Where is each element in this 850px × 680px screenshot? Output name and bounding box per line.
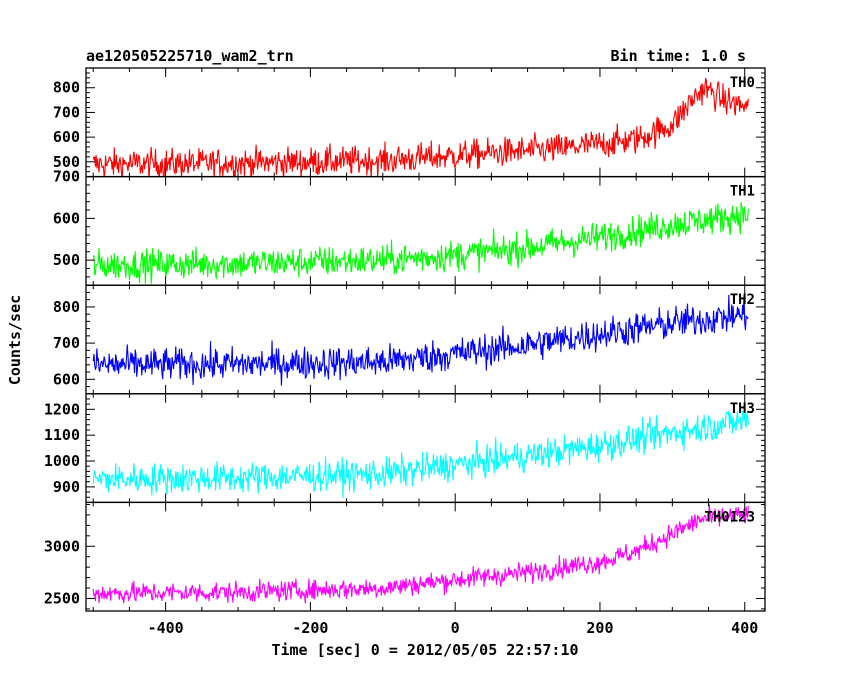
panel-th0: 500 600 700 800 TH0 <box>53 67 766 178</box>
chart-title: ae120505225710_wam2_trn <box>86 47 294 65</box>
panel-label-th2: TH2 <box>730 292 755 308</box>
bin-time-label: Bin time: 1.0 s <box>611 47 746 65</box>
panel-th1: 500 600 700 TH1 <box>53 168 766 286</box>
y-tick-label: 500 <box>53 251 80 269</box>
x-axis-title: Time [sec] 0 = 2012/05/05 22:57:10 <box>271 641 578 659</box>
y-tick-label: 600 <box>53 370 80 388</box>
y-axis-title: Counts/sec <box>6 295 24 385</box>
y-tick-label: 600 <box>53 209 80 227</box>
y-tick-label: 800 <box>53 79 80 97</box>
y-tick-label: 1100 <box>44 426 80 444</box>
y-tick-label: 1200 <box>44 400 80 418</box>
series-line-th0 <box>92 77 749 177</box>
y-tick-label: 700 <box>53 103 80 121</box>
panel-frame <box>85 284 766 395</box>
series-line-th3 <box>92 410 749 499</box>
x-tick-label: -200 <box>292 619 328 637</box>
panel-label-th1: TH1 <box>730 184 755 200</box>
panel-frame <box>85 175 766 286</box>
series-line-th1 <box>92 202 749 284</box>
panel-frame <box>85 501 766 612</box>
x-axis: -400 -200 0 200 400 <box>148 619 759 637</box>
panel-th2: 600 700 800 TH2 <box>53 284 766 395</box>
x-tick-label: 400 <box>731 619 758 637</box>
panel-label-th0123: TH0123 <box>704 509 755 525</box>
y-tick-label: 700 <box>53 334 80 352</box>
y-tick-label: 1000 <box>44 452 80 470</box>
y-tick-label: 600 <box>53 128 80 146</box>
panel-th3: 900 1000 1100 1200 TH3 <box>44 393 766 504</box>
y-tick-label: 3000 <box>44 537 80 555</box>
y-tick-label: 900 <box>53 478 80 496</box>
series-line-th2 <box>92 294 749 386</box>
x-tick-label: 200 <box>586 619 613 637</box>
panel-frame <box>85 393 766 504</box>
series-line-th0123 <box>92 504 749 604</box>
x-tick-label: -400 <box>148 619 184 637</box>
panels-group: 500 600 700 800 TH0 500 600 700 TH1 600 700 800 TH2 9… <box>44 67 766 612</box>
panel-label-th0: TH0 <box>730 75 755 91</box>
y-tick-label: 2500 <box>44 589 80 607</box>
panel-th0123: 2500 3000 TH0123 <box>44 501 766 612</box>
y-tick-label: 700 <box>53 168 80 186</box>
y-tick-label: 800 <box>53 298 80 316</box>
panel-label-th3: TH3 <box>730 401 755 417</box>
y-tick-label: 500 <box>53 153 80 171</box>
x-tick-label: 0 <box>451 619 460 637</box>
